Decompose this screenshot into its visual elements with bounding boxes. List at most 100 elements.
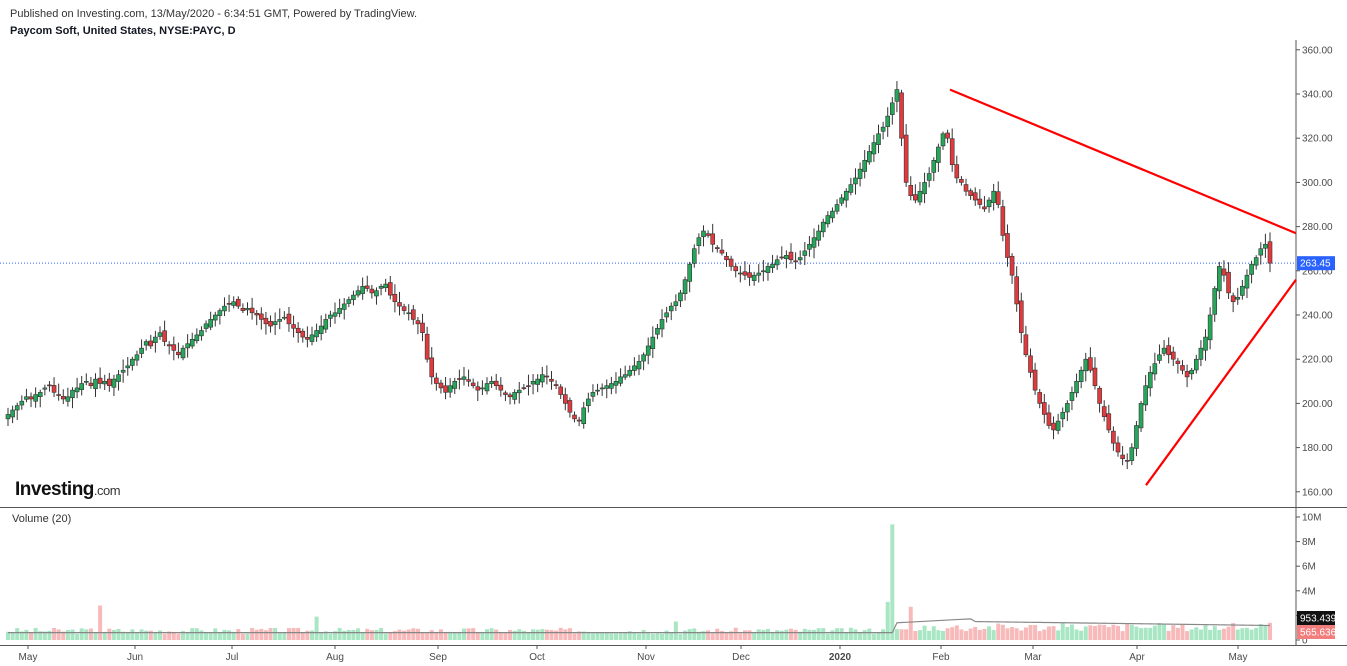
candle [779,246,785,260]
candle-body [153,336,158,343]
candle [93,373,98,397]
volume-bar [1000,624,1005,640]
candle [116,370,121,391]
volume-bar [973,626,978,640]
candle [632,357,637,376]
candle-body [171,344,177,351]
volume-bar [15,628,20,640]
volume-bar [632,632,637,640]
published-info: Published on Investing.com, 13/May/2020 … [10,8,418,20]
volume-bar [457,632,462,640]
candle [687,261,692,293]
volume-bar [471,628,476,640]
candle-body [130,358,135,366]
candle-body [572,414,577,420]
candle [166,341,172,355]
candle-body [627,369,633,376]
volume-bar [959,629,964,640]
candle [521,383,527,391]
volume-bar [512,630,517,640]
candle [24,388,29,403]
candle-body [1226,271,1231,294]
volume-bar [494,629,499,640]
candle [922,172,927,204]
candle-body [60,396,66,400]
candle-body [876,133,881,145]
volume-bar [365,628,370,640]
candle-body [254,313,260,316]
candle-body [507,394,513,398]
candle-body [222,305,227,312]
candle [830,207,835,223]
candle-body [166,344,172,347]
candle [369,284,375,299]
candle [733,263,739,278]
candle-body [922,182,927,195]
candle [825,211,831,228]
candle-body [42,387,48,390]
candle [374,287,379,305]
volume-bar [701,631,706,640]
candle-body [180,347,186,359]
candle-body [65,396,71,402]
candle-body [411,309,416,320]
candle-body [466,379,471,382]
volume-bar [1125,624,1130,640]
volume-bar [784,629,789,640]
volume-bar [867,628,872,640]
time-tick-label: 2020 [829,652,852,663]
candle-body [1143,385,1148,406]
volume-bar [485,629,490,640]
volume-bar [1069,624,1074,640]
candle [300,328,306,343]
volume-indicator-label[interactable]: Volume (20) [12,513,72,525]
volume-bar [194,628,199,640]
candle [1207,307,1213,350]
candle [295,322,301,343]
candle-body [139,347,144,354]
candle-body [125,365,131,369]
candle-body [148,340,154,347]
volume-bar [549,630,554,640]
volume-bar [75,633,80,640]
candle-body [157,332,163,337]
last-volume-badge: 953.439K [1300,614,1343,625]
candle [931,157,937,182]
volume-bar [208,632,213,640]
candle-body [738,272,743,275]
volume-bar [623,632,628,640]
candle [1014,266,1019,312]
candle-body [1060,411,1066,420]
volume-bar [199,630,204,640]
candle-body [959,179,964,183]
volume-bar [936,630,941,640]
volume-bar [125,631,130,640]
candle-body [415,320,421,325]
candle-body [1014,276,1019,305]
volume-bar [1162,623,1167,640]
volume-bar [263,630,268,640]
candle [1166,337,1171,364]
candle-body [470,382,476,387]
candle [701,225,706,247]
candle-body [443,385,448,393]
candle-body [1166,345,1171,356]
price-tick-label: 340.00 [1302,90,1333,101]
volume-bar [1221,628,1226,640]
volume-bar [729,631,734,640]
candle-body [14,405,20,411]
candle-body [176,351,181,356]
candle [719,239,725,256]
candle-body [1189,369,1195,375]
candle [47,381,52,392]
price-tick-label: 180.00 [1302,443,1333,454]
candle-body [1055,420,1061,431]
time-tick-label: Oct [529,652,545,663]
candle-body [599,387,605,390]
candle-body [563,394,568,404]
candle [457,369,462,390]
candle [572,411,577,423]
volume-bar [747,630,752,640]
volume-bar [323,631,328,640]
